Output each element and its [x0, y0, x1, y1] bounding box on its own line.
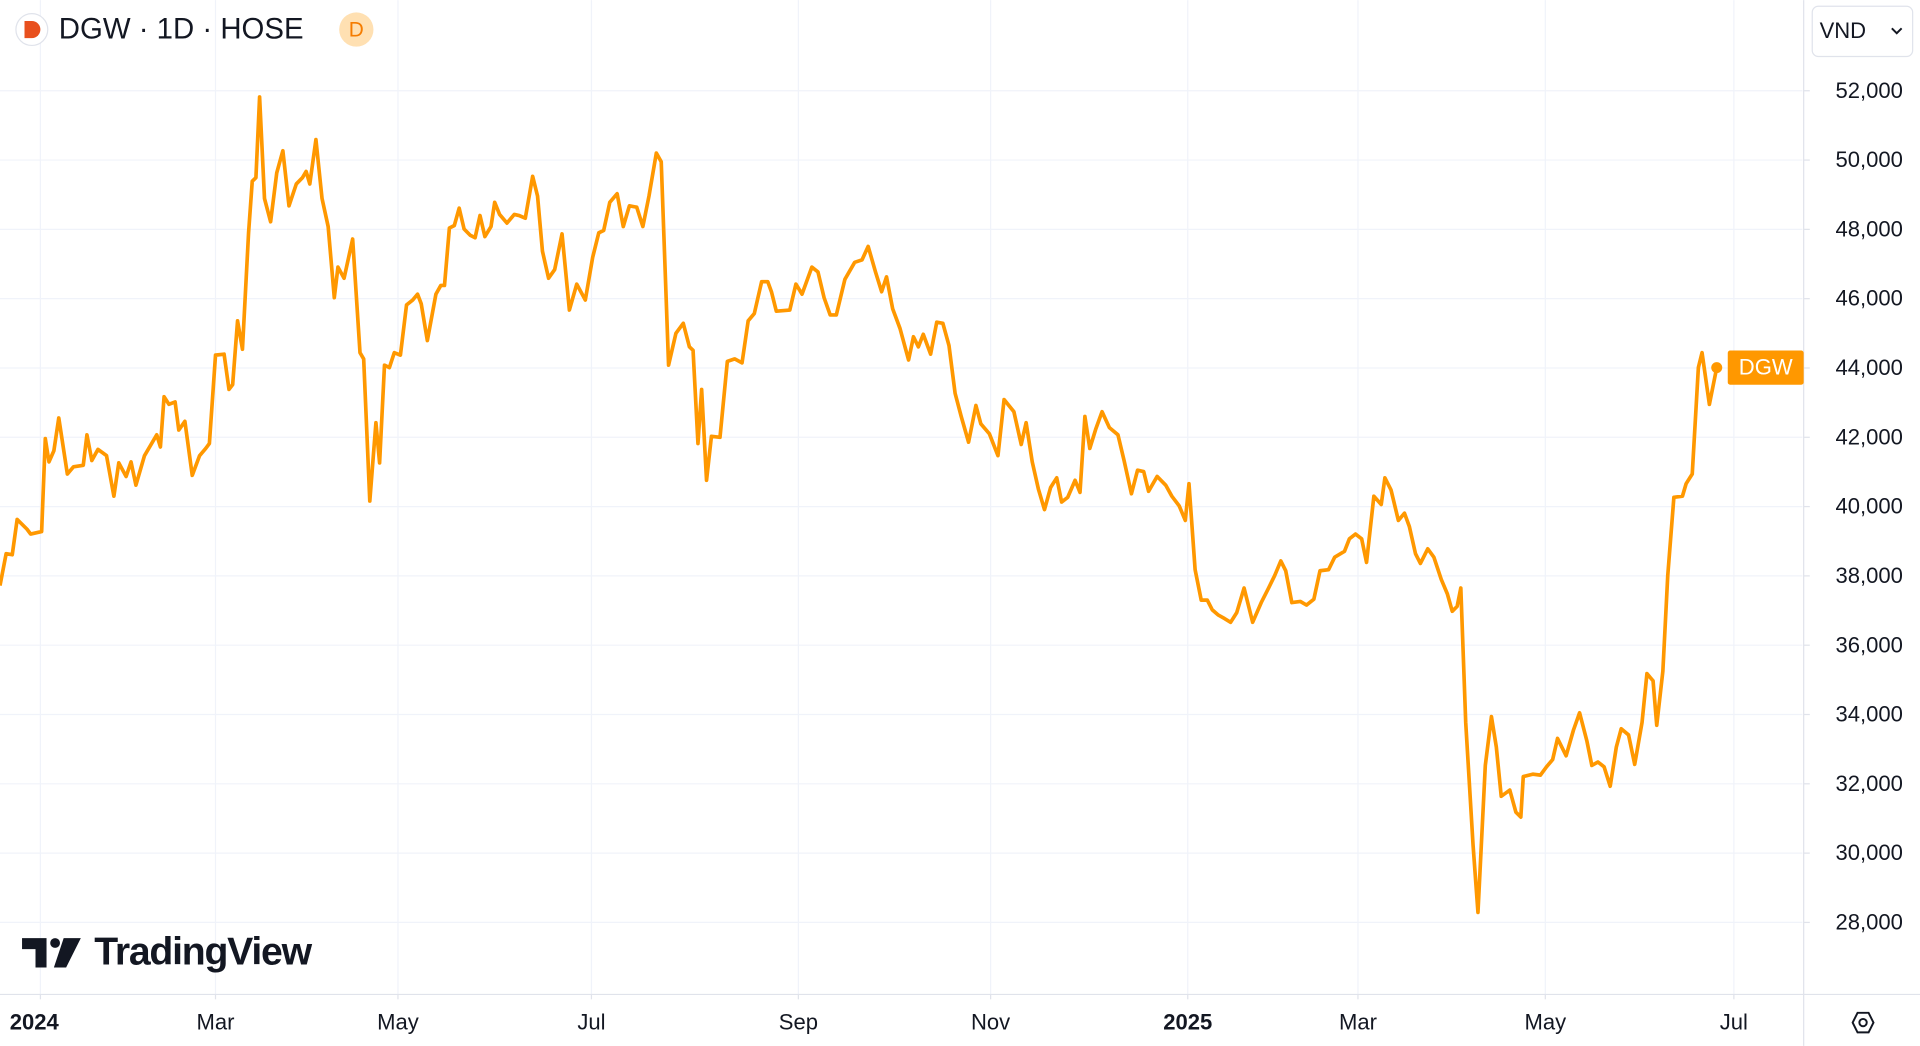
settings-button[interactable] [1851, 1011, 1875, 1034]
watermark-logo-dot [50, 938, 60, 948]
y-tick-label: 40,000 [1835, 494, 1902, 519]
y-tick-label: 44,000 [1835, 355, 1902, 380]
symbol-logo-mark [24, 20, 41, 39]
badge[interactable] [339, 12, 374, 47]
y-tick-label: 32,000 [1835, 771, 1902, 796]
watermark: TradingView [22, 930, 314, 973]
x-tick-label: Jul [1720, 1010, 1748, 1035]
last-price-tag-label: DGW [1739, 355, 1793, 380]
settings-icon[interactable] [1851, 1011, 1875, 1034]
x-tick-label: Mar [197, 1010, 235, 1035]
dropdown-arrow [1891, 27, 1903, 35]
price-line [0, 95, 1719, 915]
y-tick-label: 38,000 [1835, 563, 1902, 588]
currency-box[interactable] [1811, 5, 1914, 58]
x-tick-label: May [377, 1010, 419, 1035]
x-tick-label: May [1524, 1010, 1566, 1035]
x-tick-label: 2024 [10, 1010, 60, 1035]
y-tick-label: 46,000 [1835, 286, 1902, 311]
y-tick-label: 34,000 [1835, 702, 1902, 727]
x-tick-label: Sep [779, 1010, 818, 1035]
last-price-tag [1727, 350, 1804, 385]
y-tick-label: 52,000 [1835, 78, 1902, 103]
badge-text: D [349, 18, 364, 41]
y-tick-label: 36,000 [1835, 632, 1902, 657]
watermark-logo [22, 938, 81, 968]
y-tick-label: 42,000 [1835, 424, 1902, 449]
x-tick-label: Mar [1339, 1010, 1377, 1035]
y-tick-label: 28,000 [1835, 909, 1902, 934]
watermark-text: TradingView [94, 930, 312, 973]
currency-dropdown[interactable]: VND [1811, 5, 1914, 58]
currency-label: VND [1820, 18, 1867, 43]
y-tick-label: 50,000 [1835, 147, 1902, 172]
x-tick-label: Nov [971, 1010, 1010, 1035]
symbol-header: DGW · 1D · HOSE D [15, 12, 374, 47]
last-point [1711, 362, 1723, 374]
symbol-title: DGW · 1D · HOSE [59, 13, 304, 46]
x-tick-label: 2025 [1163, 1010, 1212, 1035]
settings-icon-center [1858, 1017, 1868, 1028]
x-tick-label: Jul [577, 1010, 605, 1035]
grid [0, 0, 1803, 995]
y-tick-label: 30,000 [1835, 840, 1902, 865]
y-tick-label: 48,000 [1835, 216, 1902, 241]
